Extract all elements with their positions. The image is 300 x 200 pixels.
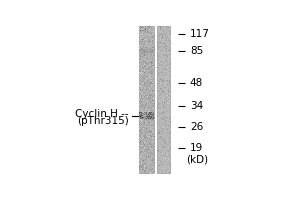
Text: 34: 34: [190, 101, 203, 111]
Text: (pThr315): (pThr315): [77, 116, 129, 126]
Text: 19: 19: [190, 143, 203, 153]
Bar: [139, 112, 154, 119]
Bar: [139, 49, 154, 54]
Text: 48: 48: [190, 78, 203, 88]
Text: 26: 26: [190, 122, 203, 132]
Text: (kD): (kD): [186, 155, 208, 165]
Bar: [157, 26, 170, 173]
Text: 85: 85: [190, 46, 203, 56]
Text: 117: 117: [190, 29, 210, 39]
Bar: [139, 26, 154, 173]
Text: Cyclin H --: Cyclin H --: [75, 109, 129, 119]
